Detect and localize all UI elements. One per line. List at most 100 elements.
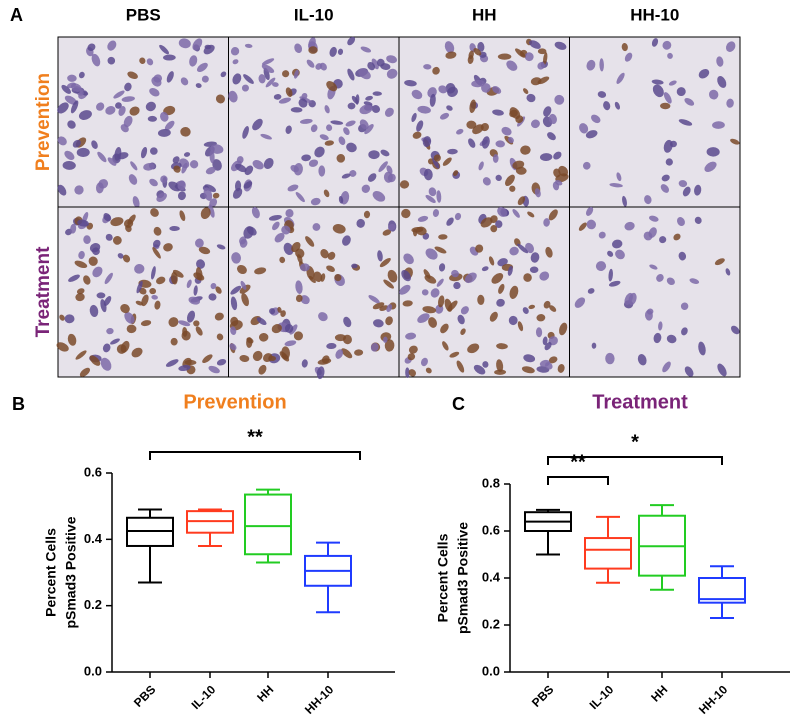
significance-bracket — [547, 456, 723, 465]
cell — [460, 306, 469, 315]
cell — [330, 120, 344, 125]
cell — [460, 328, 466, 336]
cell — [120, 124, 129, 133]
cell — [425, 194, 436, 204]
cell — [432, 158, 440, 169]
cell — [492, 86, 502, 94]
cell — [244, 165, 254, 176]
cell — [454, 212, 462, 221]
cell — [83, 235, 91, 245]
cell — [407, 353, 416, 361]
cell — [277, 306, 282, 313]
cell — [105, 233, 113, 241]
cell — [548, 113, 557, 125]
cell — [347, 102, 356, 110]
cell — [371, 105, 381, 113]
cell — [586, 59, 596, 71]
cell — [445, 83, 456, 94]
cell — [195, 326, 203, 336]
cell — [121, 96, 135, 102]
cell — [505, 174, 515, 187]
cell — [475, 244, 484, 253]
cell — [467, 343, 480, 354]
cell — [236, 156, 244, 164]
cell — [193, 285, 198, 296]
cell — [403, 253, 414, 265]
cell — [480, 217, 493, 228]
cell — [239, 354, 250, 362]
cell — [181, 162, 188, 174]
cell — [478, 161, 484, 171]
cell — [368, 150, 380, 160]
cell — [388, 223, 396, 231]
panel-label: A — [10, 5, 23, 25]
cell — [363, 210, 371, 219]
cell — [284, 323, 294, 333]
cell — [488, 256, 495, 266]
cell — [280, 310, 286, 317]
cell — [608, 268, 613, 282]
cell — [496, 343, 508, 350]
cell — [422, 136, 432, 148]
cell — [368, 295, 380, 304]
cell — [149, 178, 158, 187]
cell — [139, 57, 146, 65]
cell — [327, 251, 336, 260]
y-axis-label: pSmad3 Positive — [63, 516, 79, 628]
cell — [382, 336, 388, 343]
cell — [201, 75, 209, 83]
cell — [317, 358, 332, 365]
cell — [659, 102, 671, 110]
cell — [670, 140, 677, 148]
y-tick-label: 0.0 — [84, 663, 102, 678]
cell — [150, 147, 158, 155]
cell — [91, 53, 101, 67]
cell — [258, 332, 269, 342]
cell — [346, 142, 357, 153]
cell — [192, 38, 203, 51]
column-label: HH — [472, 5, 497, 24]
cell — [349, 170, 357, 177]
cell — [293, 331, 303, 341]
cell — [89, 304, 99, 318]
cell — [425, 248, 438, 260]
cell — [178, 364, 191, 372]
cell — [115, 102, 122, 109]
cell — [473, 364, 486, 375]
cell — [512, 208, 520, 218]
cell — [326, 124, 333, 132]
cell — [554, 94, 565, 105]
cell — [128, 174, 138, 185]
cell — [338, 136, 346, 146]
cell — [271, 324, 282, 334]
cell — [384, 339, 395, 352]
cell — [202, 354, 213, 364]
cell — [212, 192, 220, 199]
cell — [644, 195, 652, 205]
cell — [56, 342, 69, 352]
cell — [88, 256, 98, 266]
cell — [268, 356, 276, 362]
x-tick-label: PBS — [529, 682, 556, 709]
cell — [59, 314, 65, 321]
cell — [124, 82, 132, 92]
cell — [383, 279, 394, 289]
cell — [661, 174, 670, 182]
cell — [447, 300, 458, 312]
cell — [386, 68, 398, 79]
micrograph — [398, 206, 570, 379]
cell — [287, 184, 299, 192]
cell — [553, 151, 562, 160]
cell — [367, 173, 377, 182]
cell — [526, 93, 536, 103]
cell — [242, 126, 249, 139]
cell — [112, 235, 122, 245]
cell — [689, 278, 700, 284]
cell — [477, 294, 485, 306]
cell — [220, 71, 227, 78]
cell — [329, 46, 337, 57]
cell — [343, 127, 350, 135]
cell — [598, 231, 606, 239]
cell — [365, 95, 373, 101]
significance-label: ** — [570, 451, 586, 473]
